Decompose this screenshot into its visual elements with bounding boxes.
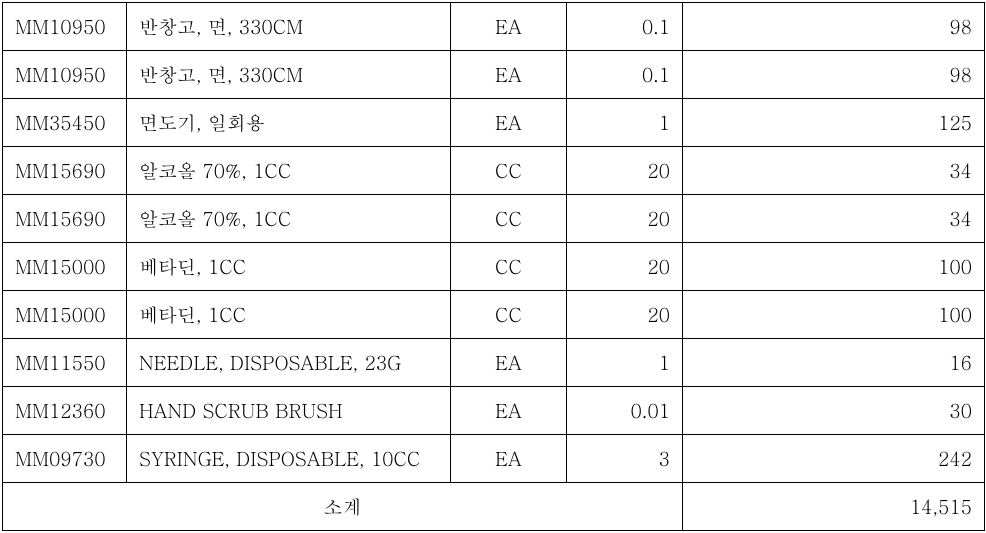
table-body: MM10950반창고, 면, 330CMEA0.198MM10950반창고, 면…: [3, 3, 985, 531]
cell-qty: 1: [567, 339, 683, 387]
cell-code: MM10950: [3, 3, 127, 51]
cell-description: HAND SCRUB BRUSH: [127, 387, 451, 435]
cell-description: 베타딘, 1CC: [127, 291, 451, 339]
table-row: MM10950반창고, 면, 330CMEA0.198: [3, 51, 985, 99]
table-row: MM15690알코올 70%, 1CCCC2034: [3, 147, 985, 195]
cell-unit: CC: [451, 243, 567, 291]
cell-unit: EA: [451, 339, 567, 387]
cell-unit: EA: [451, 51, 567, 99]
table-row: MM10950반창고, 면, 330CMEA0.198: [3, 3, 985, 51]
cell-price: 34: [683, 195, 985, 243]
cell-qty: 1: [567, 99, 683, 147]
cell-unit: EA: [451, 99, 567, 147]
table-row: MM35450면도기, 일회용EA1125: [3, 99, 985, 147]
cell-price: 16: [683, 339, 985, 387]
subtotal-value: 14,515: [683, 483, 985, 531]
cell-description: 알코올 70%, 1CC: [127, 147, 451, 195]
cell-code: MM15690: [3, 195, 127, 243]
cell-code: MM09730: [3, 435, 127, 483]
cell-unit: EA: [451, 435, 567, 483]
table-row: MM15000베타딘, 1CCCC20100: [3, 243, 985, 291]
cell-unit: CC: [451, 291, 567, 339]
cell-description: NEEDLE, DISPOSABLE, 23G: [127, 339, 451, 387]
cell-price: 98: [683, 3, 985, 51]
cell-unit: CC: [451, 147, 567, 195]
table-row: MM15690알코올 70%, 1CCCC2034: [3, 195, 985, 243]
cell-description: SYRINGE, DISPOSABLE, 10CC: [127, 435, 451, 483]
cell-description: 면도기, 일회용: [127, 99, 451, 147]
cell-price: 34: [683, 147, 985, 195]
cell-qty: 20: [567, 195, 683, 243]
cell-qty: 20: [567, 243, 683, 291]
cell-code: MM12360: [3, 387, 127, 435]
table-row: MM15000베타딘, 1CCCC20100: [3, 291, 985, 339]
cell-unit: EA: [451, 387, 567, 435]
cell-qty: 3: [567, 435, 683, 483]
table-row: MM09730SYRINGE, DISPOSABLE, 10CCEA3242: [3, 435, 985, 483]
cell-description: 반창고, 면, 330CM: [127, 51, 451, 99]
cell-code: MM15000: [3, 243, 127, 291]
cell-description: 반창고, 면, 330CM: [127, 3, 451, 51]
cell-price: 98: [683, 51, 985, 99]
cell-code: MM35450: [3, 99, 127, 147]
cell-code: MM15000: [3, 291, 127, 339]
cell-price: 100: [683, 291, 985, 339]
table-row: MM11550NEEDLE, DISPOSABLE, 23GEA116: [3, 339, 985, 387]
cell-qty: 20: [567, 147, 683, 195]
cell-description: 알코올 70%, 1CC: [127, 195, 451, 243]
cell-price: 100: [683, 243, 985, 291]
cell-unit: EA: [451, 3, 567, 51]
cell-qty: 0.1: [567, 3, 683, 51]
cell-qty: 20: [567, 291, 683, 339]
subtotal-row: 소계14,515: [3, 483, 985, 531]
cell-qty: 0.01: [567, 387, 683, 435]
subtotal-label: 소계: [3, 483, 683, 531]
cell-price: 30: [683, 387, 985, 435]
items-table: MM10950반창고, 면, 330CMEA0.198MM10950반창고, 면…: [2, 2, 985, 531]
cell-code: MM11550: [3, 339, 127, 387]
cell-code: MM15690: [3, 147, 127, 195]
cell-unit: CC: [451, 195, 567, 243]
cell-code: MM10950: [3, 51, 127, 99]
cell-price: 125: [683, 99, 985, 147]
cell-description: 베타딘, 1CC: [127, 243, 451, 291]
table-row: MM12360HAND SCRUB BRUSHEA0.0130: [3, 387, 985, 435]
cell-qty: 0.1: [567, 51, 683, 99]
cell-price: 242: [683, 435, 985, 483]
